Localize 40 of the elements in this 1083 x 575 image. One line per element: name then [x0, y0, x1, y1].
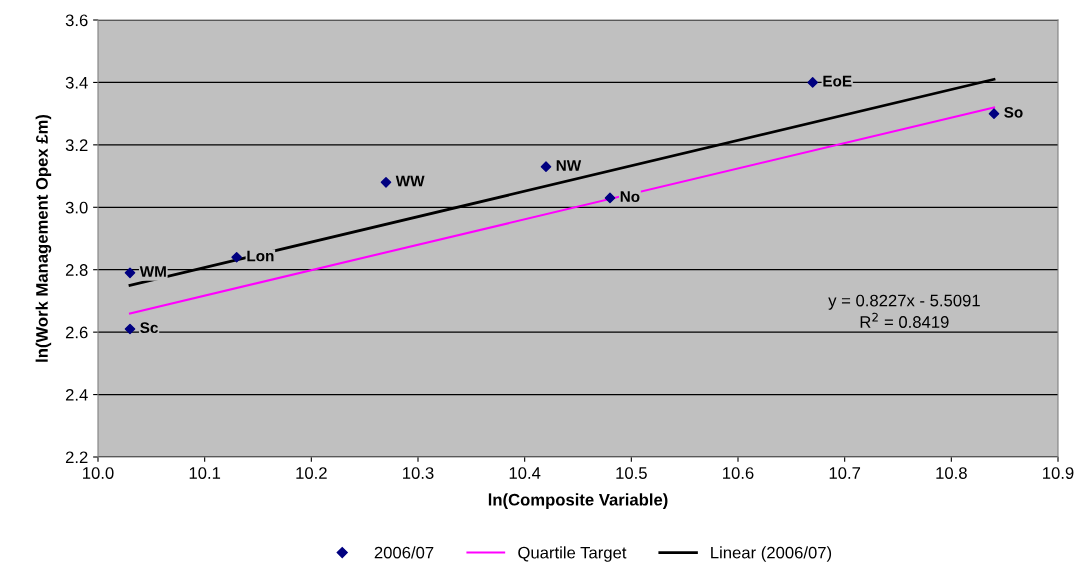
point [807, 77, 818, 88]
annotation: WM [139, 266, 166, 277]
legend-label: 2006/07 [374, 546, 434, 559]
annotation: So [1004, 106, 1023, 118]
point [988, 108, 1000, 119]
y-tick-label: 2.4 [65, 388, 88, 401]
y-tick-label: 3.0 [65, 201, 88, 214]
point [124, 267, 136, 279]
x-tick-label: 10.5 [616, 467, 647, 479]
point [604, 192, 616, 204]
y-tick-label: 2.2 [65, 451, 88, 464]
point [540, 161, 552, 173]
x-axis-title: ln(Composite Variable) [488, 493, 668, 509]
legend-label: Linear (2006/07) [711, 546, 832, 562]
annotation: EoE [823, 75, 852, 87]
y-axis-title: ln(Work Management Opex £m) [35, 114, 52, 362]
x-tick-label: 10.0 [83, 467, 114, 479]
point [380, 177, 392, 188]
annotation: No [620, 191, 640, 203]
x-tick-label: 10.6 [723, 467, 754, 479]
x-tick-label: 10.1 [189, 467, 221, 479]
x-tick-label: 10.3 [403, 467, 434, 479]
y-tick-label: 3.6 [65, 14, 88, 27]
x-tick-label: 10.9 [1043, 467, 1074, 479]
annotation: Lon [247, 250, 274, 262]
point [231, 251, 242, 263]
x-tick-label: 10.4 [509, 467, 541, 479]
legend-label: Quartile Target [518, 546, 627, 562]
x-tick-label: 10.7 [829, 467, 861, 479]
annotation: NW [556, 160, 582, 171]
y-tick-label: 2.8 [65, 264, 88, 276]
annotation: y = 0.8227x - 5.5091 R$^{2}$ = 0.8419 [828, 294, 980, 328]
x-tick-label: 10.8 [936, 467, 967, 479]
y-tick-label: 2.6 [65, 326, 88, 339]
point [124, 323, 136, 335]
annotation: WW [395, 175, 425, 187]
x-tick-label: 10.2 [296, 467, 327, 479]
annotation: Sc [140, 322, 158, 334]
y-tick-label: 3.4 [65, 76, 88, 89]
y-tick-label: 3.2 [65, 139, 88, 152]
